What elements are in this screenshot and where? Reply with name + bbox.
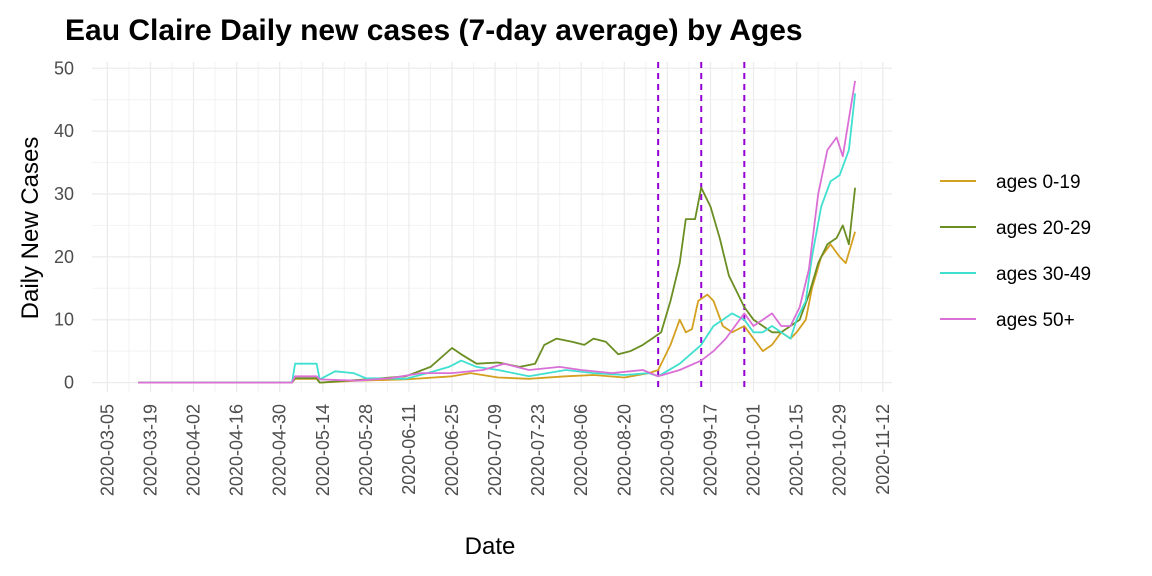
x-tick-label: 2020-08-06 [571,404,591,496]
x-axis-title: Date [465,533,516,560]
x-tick-label: 2020-08-20 [614,404,634,496]
x-tick-label: 2020-04-30 [270,404,290,496]
x-tick-label: 2020-10-29 [830,404,850,496]
x-tick-label: 2020-10-15 [787,404,807,496]
legend: ages 0-19 ages 20-29 ages 30-49 ages 50+ [940,172,1091,331]
x-tick-label: 2020-11-12 [873,404,893,495]
series-lines [138,80,856,384]
chart-title: Eau Claire Daily new cases (7-day averag… [65,14,803,47]
y-tick-label: 40 [54,121,74,141]
y-tick-label: 10 [54,310,74,330]
legend-label: ages 30-49 [996,264,1091,285]
x-tick-label: 2020-07-23 [528,404,548,496]
series-line [138,80,856,384]
series-line [138,186,856,384]
x-tick-labels: 2020-03-05 2020-03-19 2020-04-02 2020-04-16… [97,404,892,496]
x-tick-label: 2020-03-05 [97,404,117,496]
y-tick-label: 0 [64,373,74,393]
x-tick-label: 2020-05-14 [313,404,333,496]
series-line [138,93,856,384]
x-tick-label: 2020-04-02 [184,404,204,496]
x-tick-label: 2020-04-16 [227,404,247,496]
y-tick-labels: 0 10 20 30 40 50 [54,58,74,392]
y-tick-label: 30 [54,184,74,204]
grid [92,62,892,392]
x-tick-label: 2020-05-28 [356,404,376,496]
x-tick-label: 2020-03-19 [140,404,160,496]
legend-label: ages 0-19 [996,172,1081,193]
x-tick-label: 2020-09-17 [700,404,720,496]
legend-label: ages 20-29 [996,218,1091,239]
x-tick-label: 2020-06-11 [399,404,419,495]
y-axis-title: Daily New Cases [17,137,44,320]
series-line [138,231,856,384]
legend-label: ages 50+ [996,310,1075,331]
x-tick-label: 2020-09-03 [657,404,677,496]
x-tick-label: 2020-07-09 [485,404,505,496]
x-tick-label: 2020-10-01 [744,404,764,496]
x-tick-label: 2020-06-25 [442,404,462,496]
y-tick-label: 20 [54,247,74,267]
vlines [657,62,746,392]
y-tick-label: 50 [54,58,74,78]
